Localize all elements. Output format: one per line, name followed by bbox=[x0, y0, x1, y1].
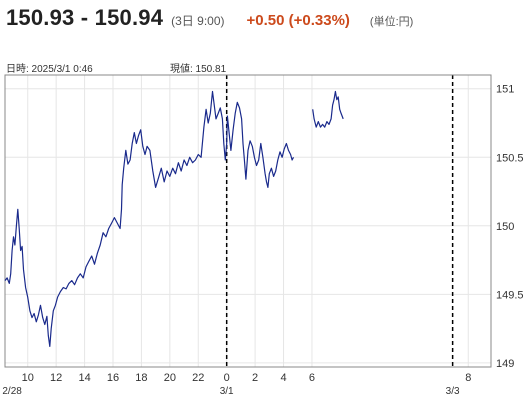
price-change: +0.50 (+0.33%) bbox=[246, 12, 350, 29]
plot-frame bbox=[4, 74, 492, 368]
x-tick-label: 10 bbox=[22, 372, 34, 384]
x-tick-label: 6 bbox=[309, 372, 315, 384]
datetime-readout: 日時: 2025/3/1 0:46 bbox=[6, 64, 93, 75]
x-tick-label: 16 bbox=[107, 372, 119, 384]
y-tick-label: 151 bbox=[496, 84, 514, 96]
x-tick-label: 22 bbox=[192, 372, 204, 384]
quote-time: (3日 9:00) bbox=[171, 14, 225, 28]
units-label: (単位:円) bbox=[369, 16, 414, 28]
y-tick-label: 150 bbox=[496, 221, 514, 233]
price-line bbox=[4, 90, 295, 347]
x-tick-label: 12 bbox=[50, 372, 62, 384]
current-value-readout: 現値: 150.81 bbox=[170, 64, 227, 75]
x-tick-label: 2 bbox=[252, 372, 258, 384]
price-line bbox=[312, 90, 344, 128]
x-tick-label: 14 bbox=[78, 372, 90, 384]
date-label: 3/3 bbox=[446, 386, 460, 397]
y-tick-label: 149.5 bbox=[496, 289, 524, 301]
bid-ask-price: 150.93 - 150.94 bbox=[6, 5, 164, 30]
quote-header: 150.93 - 150.94 (3日 9:00) +0.50 (+0.33%)… bbox=[6, 5, 413, 35]
x-tick-label: 4 bbox=[280, 372, 286, 384]
date-label: 2/28 bbox=[2, 386, 22, 397]
date-label: 3/1 bbox=[220, 386, 234, 397]
x-tick-label: 20 bbox=[164, 372, 176, 384]
x-tick-label: 0 bbox=[224, 372, 230, 384]
x-tick-label: 8 bbox=[465, 372, 471, 384]
x-tick-label: 18 bbox=[135, 372, 147, 384]
y-tick-label: 150.5 bbox=[496, 152, 524, 164]
y-tick-label: 149 bbox=[496, 358, 514, 370]
